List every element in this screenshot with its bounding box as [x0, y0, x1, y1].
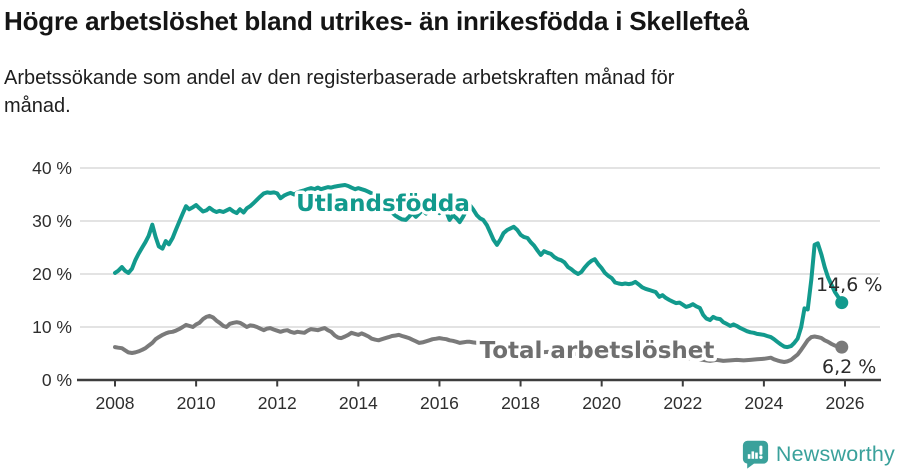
y-tick-label-20: 20 %	[32, 264, 72, 284]
series-line-1	[113, 313, 844, 364]
x-tick-label-2008: 2008	[96, 393, 135, 413]
line-chart-canvas: 0 % 10 % 20 % 30 % 40 % 2008 2010 2012 2014 2016 2…	[32, 158, 882, 413]
x-tick-label-2012: 2012	[258, 393, 297, 413]
series-name-label-0: Utlandsfödda	[296, 191, 470, 217]
x-tick-label-2010: 2010	[177, 393, 216, 413]
newsworthy-attribution: Newsworthy	[742, 440, 895, 469]
x-tick-label-2016: 2016	[420, 393, 459, 413]
logo-bar-3	[755, 452, 758, 459]
logo-exclamation-dot	[759, 455, 763, 459]
chart-subtitle: Arbetssökande som andel av den registerb…	[4, 67, 675, 117]
x-tick-label-2026: 2026	[826, 393, 865, 413]
y-tick-label-10: 10 %	[32, 317, 72, 337]
series-name-label-1: Total arbetslöshet	[480, 338, 715, 364]
x-tick-label-2022: 2022	[663, 393, 702, 413]
x-tick-label-2018: 2018	[501, 393, 540, 413]
logo-bar-1	[747, 454, 751, 459]
page-title: Högre arbetslöshet bland utrikes- än inr…	[4, 6, 749, 36]
y-tick-label-0: 0 %	[42, 370, 72, 390]
y-tick-label-30: 30 %	[32, 211, 72, 231]
logo-bar-2	[751, 451, 755, 459]
x-tick-label-2014: 2014	[339, 393, 378, 413]
series-line-0	[113, 183, 844, 350]
x-tick-label-2020: 2020	[582, 393, 621, 413]
unemployment-line-chart: 0 % 10 % 20 % 30 % 40 % 2008 2010 2012 2014 2016 2…	[0, 145, 900, 430]
x-tick-label-2024: 2024	[744, 393, 783, 413]
series-end-value-0: 14,6 %	[816, 274, 882, 296]
series-end-dot-0	[835, 296, 849, 310]
series-end-dot-1	[835, 340, 849, 354]
newsworthy-wordmark: Newsworthy	[775, 442, 895, 466]
logo-exclamation-bar	[759, 445, 763, 455]
y-tick-label-40: 40 %	[32, 158, 72, 178]
newsworthy-logo-icon	[742, 440, 769, 469]
series-end-value-1: 6,2 %	[822, 356, 876, 378]
